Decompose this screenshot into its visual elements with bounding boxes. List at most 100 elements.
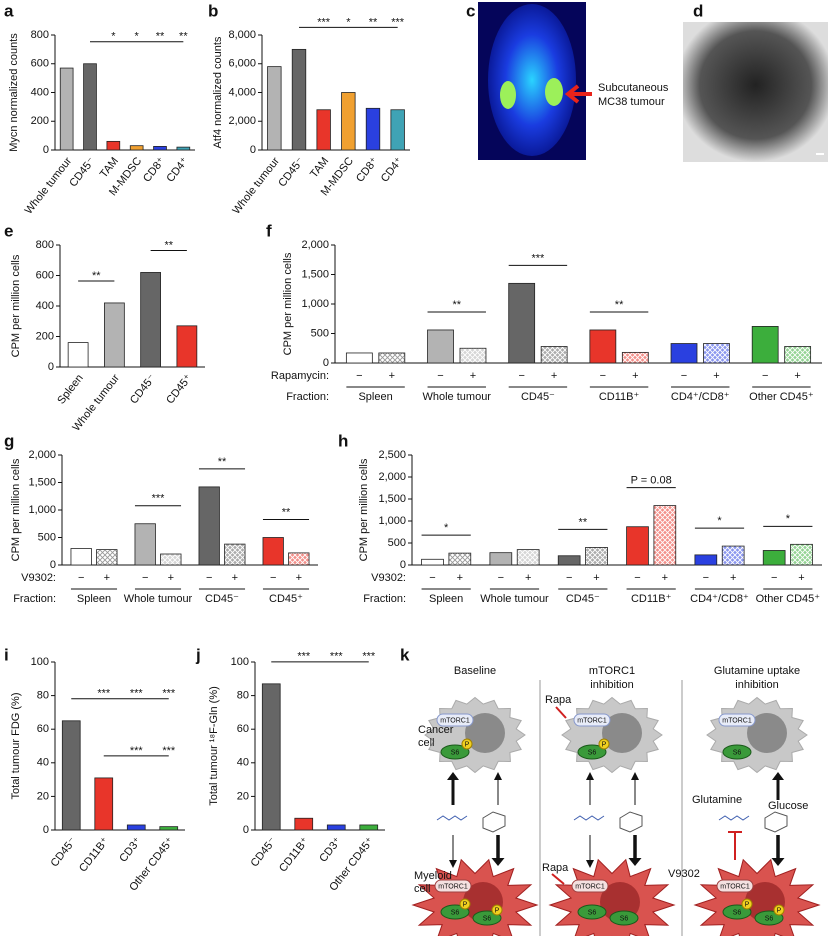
y-tick-label: 2,000 xyxy=(228,115,256,127)
treatment-sign: − xyxy=(142,572,148,584)
mtorc1-pill xyxy=(571,879,609,893)
bar xyxy=(153,146,167,151)
y-tick-label: 2,000 xyxy=(28,449,56,461)
glucose-label: Glucose xyxy=(768,800,808,812)
y-tick-label: 1,000 xyxy=(301,298,329,310)
bar xyxy=(390,109,405,151)
bar xyxy=(589,329,617,364)
group-label: CD45⁻ xyxy=(521,391,555,403)
y-tick-label: 8,000 xyxy=(228,29,256,41)
column-header: inhibition xyxy=(590,679,633,691)
group-label: CD45⁺ xyxy=(269,593,303,605)
bar xyxy=(508,282,536,364)
group-label: Whole tumour xyxy=(423,391,492,403)
x-tick-label: CD8⁺ xyxy=(354,155,381,184)
phospho xyxy=(741,898,753,910)
y-tick-label: 0 xyxy=(43,824,49,836)
panel-letter: a xyxy=(4,1,14,20)
bar xyxy=(585,547,608,566)
s6-label: S6 xyxy=(765,915,774,922)
bar xyxy=(421,558,444,566)
phospho-label: P xyxy=(777,907,782,914)
glutamine-molecule xyxy=(718,815,750,821)
glucose-molecule xyxy=(482,811,506,833)
cancer-cell-label: cell xyxy=(418,737,435,749)
treatment-sign: − xyxy=(206,572,212,584)
y-tick-label: 2,000 xyxy=(301,239,329,251)
column-header: Baseline xyxy=(454,665,496,677)
x-tick-label: CD45⁻ xyxy=(49,835,79,869)
group-label: CD45⁻ xyxy=(566,593,600,605)
s6 xyxy=(440,744,470,760)
group-label: Whole tumour xyxy=(480,593,549,605)
y-tick-label: 20 xyxy=(237,790,249,802)
phospho xyxy=(459,898,471,910)
significance-label: * xyxy=(717,515,722,527)
phospho-label: P xyxy=(463,901,468,908)
bar xyxy=(359,824,379,831)
arrow xyxy=(564,84,592,104)
y-tick-label: 500 xyxy=(38,531,56,543)
flux-arrowhead xyxy=(771,858,785,866)
treatment-sign: − xyxy=(356,370,362,382)
pet-hotspot xyxy=(545,78,563,106)
fraction-label: Fraction: xyxy=(286,391,329,403)
bar xyxy=(176,325,198,368)
treatment-sign: − xyxy=(600,370,606,382)
bar xyxy=(626,526,649,566)
treatment-sign: − xyxy=(270,572,276,584)
fraction-label: Fraction: xyxy=(363,593,406,605)
group-label: Spleen xyxy=(429,593,463,605)
significance-label: *** xyxy=(362,651,376,663)
x-tick-label: Spleen xyxy=(55,372,86,406)
bar xyxy=(427,329,454,364)
mtorc1-label: mTORC1 xyxy=(720,883,750,890)
x-tick-label: CD45⁻ xyxy=(67,155,97,189)
pet-mouse xyxy=(488,4,576,156)
bar xyxy=(134,523,156,566)
myeloid-cell-label: cell xyxy=(414,883,431,895)
treatment-sign: − xyxy=(771,572,777,584)
x-tick-label: CD11B⁺ xyxy=(277,835,311,874)
y-tick-label: 60 xyxy=(237,723,249,735)
y-tick-label: 500 xyxy=(388,537,406,549)
significance-label: *** xyxy=(162,688,176,700)
y-tick-label: 0 xyxy=(400,559,406,571)
treatment-sign: + xyxy=(798,572,804,584)
group-label: CD11B⁺ xyxy=(599,391,640,403)
treatment-label: V9302: xyxy=(371,572,406,584)
glutamine-molecule xyxy=(573,815,605,821)
flux-arrowhead xyxy=(586,860,594,868)
s6 xyxy=(577,904,607,920)
mtorc1-pill xyxy=(573,713,611,727)
s6 xyxy=(609,910,639,926)
bar xyxy=(489,552,513,566)
rapa-inhibitor xyxy=(551,873,565,885)
treatment-sign: − xyxy=(703,572,709,584)
group-label: Other CD45⁺ xyxy=(749,391,814,403)
y-tick-label: 0 xyxy=(50,559,56,571)
treatment-sign: + xyxy=(104,572,110,584)
significance-label: * xyxy=(786,513,791,525)
phospho xyxy=(598,738,610,750)
treatment-sign: − xyxy=(498,572,504,584)
mtorc1-label: mTORC1 xyxy=(575,883,605,890)
s6 xyxy=(722,744,752,760)
panel-letter: g xyxy=(4,431,14,450)
flux-arrowhead xyxy=(449,860,457,868)
myeloid-cell-label: Myeloid xyxy=(414,870,452,882)
rapa-label: Rapa xyxy=(545,694,572,706)
significance-label: ** xyxy=(218,456,227,468)
x-tick-label: Whole tumour xyxy=(23,155,75,217)
x-tick-label: CD45⁻ xyxy=(249,835,279,869)
bar xyxy=(790,543,813,566)
significance-label: ** xyxy=(452,299,461,311)
s6-label: S6 xyxy=(588,909,597,916)
y-tick-label: 400 xyxy=(31,86,49,98)
significance-label: ** xyxy=(282,506,291,518)
treatment-sign: + xyxy=(593,572,599,584)
treatment-sign: − xyxy=(762,370,768,382)
mtorc1-pill xyxy=(436,713,474,727)
y-tick-label: 80 xyxy=(37,690,49,702)
bar xyxy=(176,146,191,151)
